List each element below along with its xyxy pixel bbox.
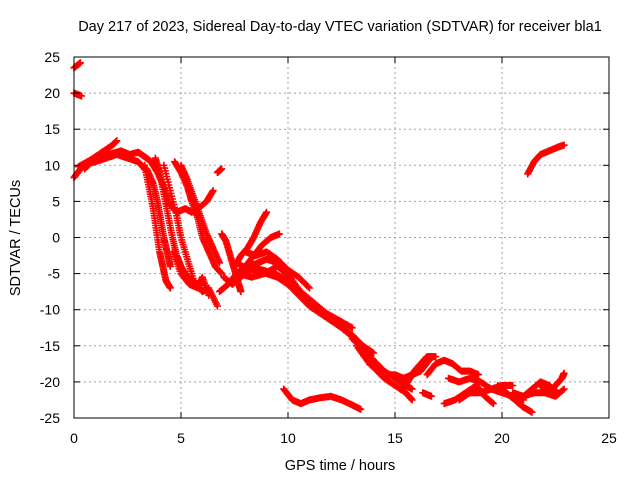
y-tick-label: 25 <box>44 49 60 65</box>
data-point <box>489 400 497 408</box>
data-point <box>560 369 568 377</box>
data-point <box>78 92 85 100</box>
data-track-arc-26 <box>397 353 440 393</box>
data-point <box>218 165 226 173</box>
data-point <box>166 262 174 270</box>
y-axis-label: SDTVAR / TECUs <box>8 180 24 296</box>
data-track-arc-22 <box>241 248 313 292</box>
y-tick-label: 10 <box>44 157 60 173</box>
data-track-arc-01 <box>70 59 84 72</box>
data-point <box>275 230 283 238</box>
chart-title: Day 217 of 2023, Sidereal Day-to-day VTE… <box>78 19 602 35</box>
data-track-arc-08 <box>151 154 198 285</box>
x-axis-label: GPS time / hours <box>285 458 395 474</box>
data-point <box>509 382 517 389</box>
data-point <box>370 349 378 357</box>
data-point <box>304 283 312 291</box>
data-point <box>560 141 568 149</box>
y-tick-label: -5 <box>48 266 61 282</box>
data-point <box>554 389 562 397</box>
data-point <box>216 259 223 267</box>
y-tick-label: -10 <box>40 302 60 318</box>
y-tick-label: 15 <box>44 121 60 137</box>
data-point <box>553 388 561 396</box>
grid-lines <box>74 57 609 418</box>
data-point <box>347 323 355 331</box>
data-point <box>263 208 271 216</box>
data-point <box>305 284 313 292</box>
data-track-arc-37 <box>280 385 365 413</box>
axis-ticks: 0 5 10 15 20 25 25 20 15 10 5 0 -5 -10 -15 -20 -25 <box>40 49 617 446</box>
data-point <box>166 284 174 292</box>
data-track-arc-27 <box>419 389 435 400</box>
data-point <box>475 371 482 379</box>
data-point <box>560 385 568 393</box>
x-tick-label: 20 <box>494 430 510 446</box>
data-track-arc-32 <box>494 382 536 416</box>
data-track-arc-35 <box>519 378 562 400</box>
data-point <box>408 396 416 404</box>
y-tick-label: -15 <box>40 338 60 354</box>
data-point <box>205 291 213 299</box>
data-track-arc-28 <box>423 356 482 379</box>
x-tick-label: 10 <box>280 430 296 446</box>
data-series <box>70 59 568 416</box>
data-track-arc-21 <box>235 262 358 343</box>
data-point <box>427 392 435 400</box>
x-tick-label: 5 <box>177 430 185 446</box>
data-track-arc-34 <box>537 369 568 397</box>
data-point <box>213 302 221 310</box>
y-tick-label: -25 <box>40 410 60 426</box>
data-point <box>348 324 356 332</box>
data-point <box>113 137 121 145</box>
data-point <box>237 288 245 296</box>
data-track-arc-13 <box>177 161 223 267</box>
data-point <box>432 353 440 361</box>
y-tick-label: 0 <box>52 230 60 246</box>
data-point <box>76 59 84 67</box>
x-tick-label: 0 <box>70 430 78 446</box>
data-track-arc-07 <box>143 165 174 270</box>
y-tick-label: 20 <box>44 85 60 101</box>
y-tick-label: 5 <box>52 193 60 209</box>
data-point <box>528 408 536 416</box>
data-point <box>408 385 416 393</box>
data-point <box>218 270 226 278</box>
data-point <box>209 187 217 195</box>
data-track-arc-11 <box>168 248 213 299</box>
data-track-arc-36 <box>524 141 568 178</box>
data-point <box>357 405 365 413</box>
data-point <box>489 399 496 407</box>
x-tick-label: 15 <box>387 430 403 446</box>
x-tick-label: 25 <box>601 430 617 446</box>
data-track-arc-14 <box>213 165 226 176</box>
y-tick-label: -20 <box>40 374 60 390</box>
